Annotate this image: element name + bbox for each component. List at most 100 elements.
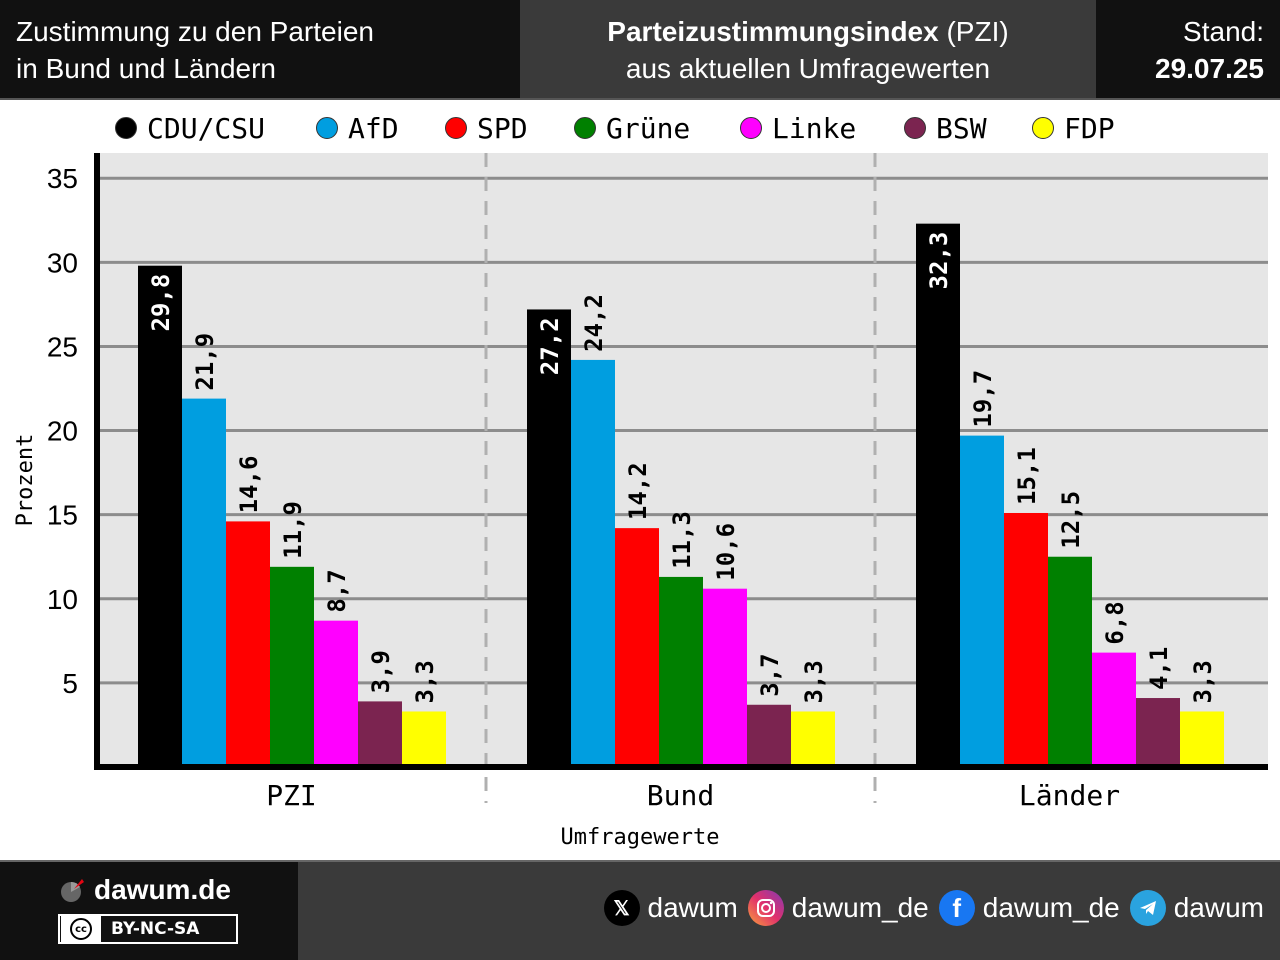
y-tick-label: 10 [47,584,78,615]
y-axis-title: Prozent [13,434,38,527]
legend-label: FDP [1064,111,1115,145]
bar-spd-bund [615,528,659,767]
legend-swatch [1032,117,1054,139]
bar-afd-länder [960,435,1004,767]
bar-value-label: 4,1 [1145,647,1173,690]
bar-value-label: 32,3 [925,232,953,290]
bar-fdp-bund [791,711,835,767]
legend-swatch [904,117,926,139]
bar-afd-pzi [182,398,226,767]
legend-item-bsw: BSW [904,108,987,148]
bar-grüne-länder [1048,556,1092,767]
social-x[interactable]: 𝕏 dawum [603,890,738,926]
x-category-label: Länder [1019,779,1120,812]
footer-divider [0,860,1280,862]
bar-bsw-länder [1136,698,1180,767]
license-text: BY-NC-SA [111,919,200,939]
bar-chart: 5 10 15 20 25 30 35 29,8 21,9 14,6 11,9 8,7 3,9 3,3 PZ… [13,153,1268,850]
y-tick-label: 35 [47,163,78,194]
bar-cducsu-bund [527,309,571,767]
bar-value-label: 14,6 [235,456,263,514]
dawum-logo-icon [61,879,84,902]
x-axis-title: Umfragewerte [561,825,720,850]
bar-cducsu-länder [916,223,960,768]
legend-label: SPD [477,111,528,145]
bar-bsw-bund [747,704,791,767]
legend-swatch [316,117,338,139]
y-tick-label: 30 [47,247,78,278]
chart-title-bold: Parteizustimmungsindex [607,16,939,47]
legend-swatch [574,117,596,139]
chart-subtitle: aus aktuellen Umfragewerten [625,53,991,84]
brand-name: dawum.de [94,874,231,905]
legend-swatch [115,117,137,139]
y-tick-label: 20 [47,416,78,447]
social-telegram[interactable]: dawum [1129,890,1264,926]
bar-cducsu-pzi [138,265,182,767]
instagram-icon [747,890,784,926]
bar-value-label: 3,7 [756,653,784,696]
legend-item-linke: Linke [740,108,856,148]
chart-title-rest: (PZI) [938,16,1009,47]
bar-value-label: 8,7 [323,569,351,612]
footer-social-box [298,862,1280,960]
social-facebook[interactable]: f dawum_de [938,890,1120,926]
bar-grüne-bund [659,576,703,767]
legend-item-grüne: Grüne [574,108,690,148]
bar-value-label: 27,2 [536,317,564,375]
bar-value-label: 12,5 [1057,491,1085,549]
chart-legend: CDU/CSU AfD SPD Grüne Linke BSW FDP [0,108,1280,148]
social-instagram[interactable]: dawum_de [747,890,929,926]
legend-item-cducsu: CDU/CSU [115,108,265,148]
header-left-line2: in Bund und Ländern [16,53,276,84]
bar-value-label: 3,3 [411,660,439,703]
bar-afd-bund [571,359,615,767]
social-x-handle: dawum [647,892,738,923]
bar-value-label: 10,6 [712,523,740,581]
bar-value-label: 15,1 [1013,447,1041,505]
legend-item-fdp: FDP [1032,108,1115,148]
bar-value-label: 11,3 [668,511,696,569]
cc-icon-text: cc [70,918,92,940]
license-badge[interactable]: cc BY-NC-SA [58,914,238,944]
header-subtitle-box: Zustimmung zu den Parteien in Bund und L… [0,0,520,98]
bar-spd-pzi [226,521,270,767]
legend-label: CDU/CSU [147,111,266,145]
bar-value-label: 3,3 [1189,660,1217,703]
facebook-icon: f [938,890,975,926]
y-tick-label: 25 [47,331,78,362]
social-telegram-handle: dawum [1173,892,1264,923]
bar-value-label: 19,7 [969,370,997,428]
bar-fdp-länder [1180,711,1224,767]
bar-spd-länder [1004,512,1048,767]
legend-swatch [445,117,467,139]
legend-item-spd: SPD [445,108,528,148]
bar-value-label: 24,2 [580,294,608,352]
y-tick-label: 5 [62,668,78,699]
x-icon: 𝕏 [603,890,640,926]
legend-label: Grüne [606,111,691,145]
chart-title: Parteizustimmungsindex (PZI) [520,13,1096,50]
x-category-label: PZI [266,779,317,812]
brand[interactable]: dawum.de [60,874,231,906]
legend-label: BSW [936,111,987,145]
legend-item-afd: AfD [316,108,399,148]
stand-date: 29.07.25 [1155,53,1264,84]
bar-value-label: 29,8 [147,274,175,332]
bar-value-label: 6,8 [1101,601,1129,644]
x-category-label: Bund [647,779,714,812]
stand-label: Stand: [1183,16,1264,47]
cc-icon: cc [61,916,101,942]
bar-linke-bund [703,588,747,767]
bar-value-label: 14,2 [624,462,652,520]
bar-value-label: 11,9 [279,501,307,559]
bar-value-label: 3,3 [800,660,828,703]
social-facebook-handle: dawum_de [982,892,1120,923]
bar-value-label: 3,9 [367,650,395,693]
bar-fdp-pzi [402,711,446,767]
legend-swatch [740,117,762,139]
header-title-box: Parteizustimmungsindex (PZI) aus aktuell… [520,0,1096,98]
social-links: 𝕏 dawum dawum_de f dawum_de dawum [594,890,1264,926]
legend-label: Linke [772,111,857,145]
header-divider [0,98,1280,100]
